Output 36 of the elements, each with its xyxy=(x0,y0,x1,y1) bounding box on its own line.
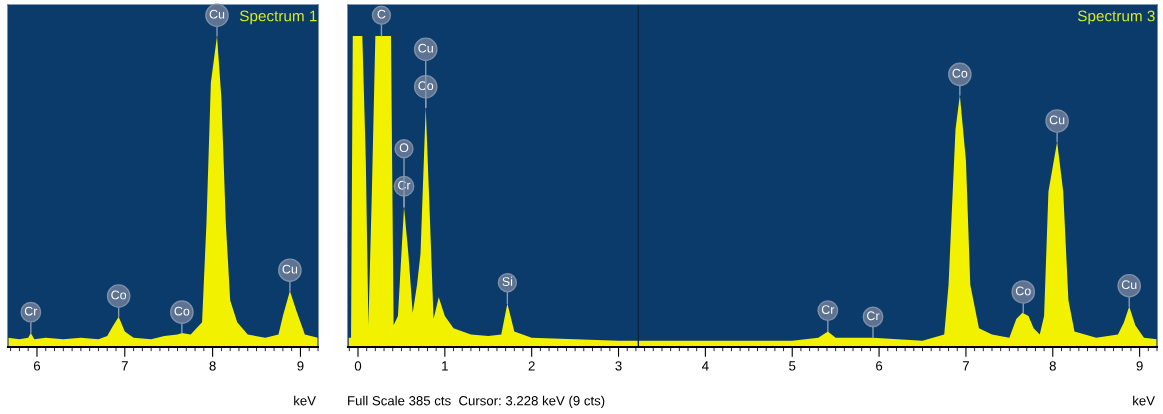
annotation: Cr xyxy=(821,305,835,314)
x-tick-label: 4 xyxy=(702,361,709,371)
annotation: Co xyxy=(952,68,968,78)
x-tick-label: 9 xyxy=(297,361,304,371)
x-tick-label: 2 xyxy=(528,361,535,371)
x-axis-title: keV xyxy=(1133,395,1155,406)
x-tick-label: 6 xyxy=(876,361,883,371)
x-tick-label: 3 xyxy=(615,361,622,371)
annotation: Cu xyxy=(1049,115,1065,125)
x-tick-label: 8 xyxy=(209,361,216,371)
annotation: Co xyxy=(111,290,127,300)
x-tick-label: 7 xyxy=(121,361,128,371)
x-tick-label: 0 xyxy=(354,361,362,371)
annotation: Cu xyxy=(209,9,225,19)
text: Full Scale 385 cts Cursor: 3.228 keV (9 cts) xyxy=(348,395,605,408)
chart-title: Spectrum 1 xyxy=(239,10,317,25)
x-tick-label: 8 xyxy=(1049,361,1056,371)
annotation: Co xyxy=(1015,286,1031,296)
x-tick-label: 6 xyxy=(33,361,41,371)
x-tick-label: 9 xyxy=(1136,361,1143,371)
annotation: Cr xyxy=(398,180,411,190)
annotation: O xyxy=(399,143,409,153)
annotation: Co xyxy=(174,306,190,316)
x-tick-label: 7 xyxy=(962,361,969,371)
x-tick-label: 5 xyxy=(789,361,796,371)
annotation: Cr xyxy=(867,311,880,321)
chart-title: Spectrum 3 xyxy=(1077,10,1155,25)
annotation: C xyxy=(377,9,386,19)
annotation: Cr xyxy=(24,306,38,316)
x-axis-title: keV xyxy=(294,395,316,406)
annotation: Co xyxy=(418,81,434,91)
annotation: Cu xyxy=(1121,280,1137,290)
x-tick-label: 1 xyxy=(442,361,448,371)
annotation: Cu xyxy=(418,43,433,53)
annotation: Si xyxy=(502,276,513,286)
annotation: Cu xyxy=(282,264,298,274)
